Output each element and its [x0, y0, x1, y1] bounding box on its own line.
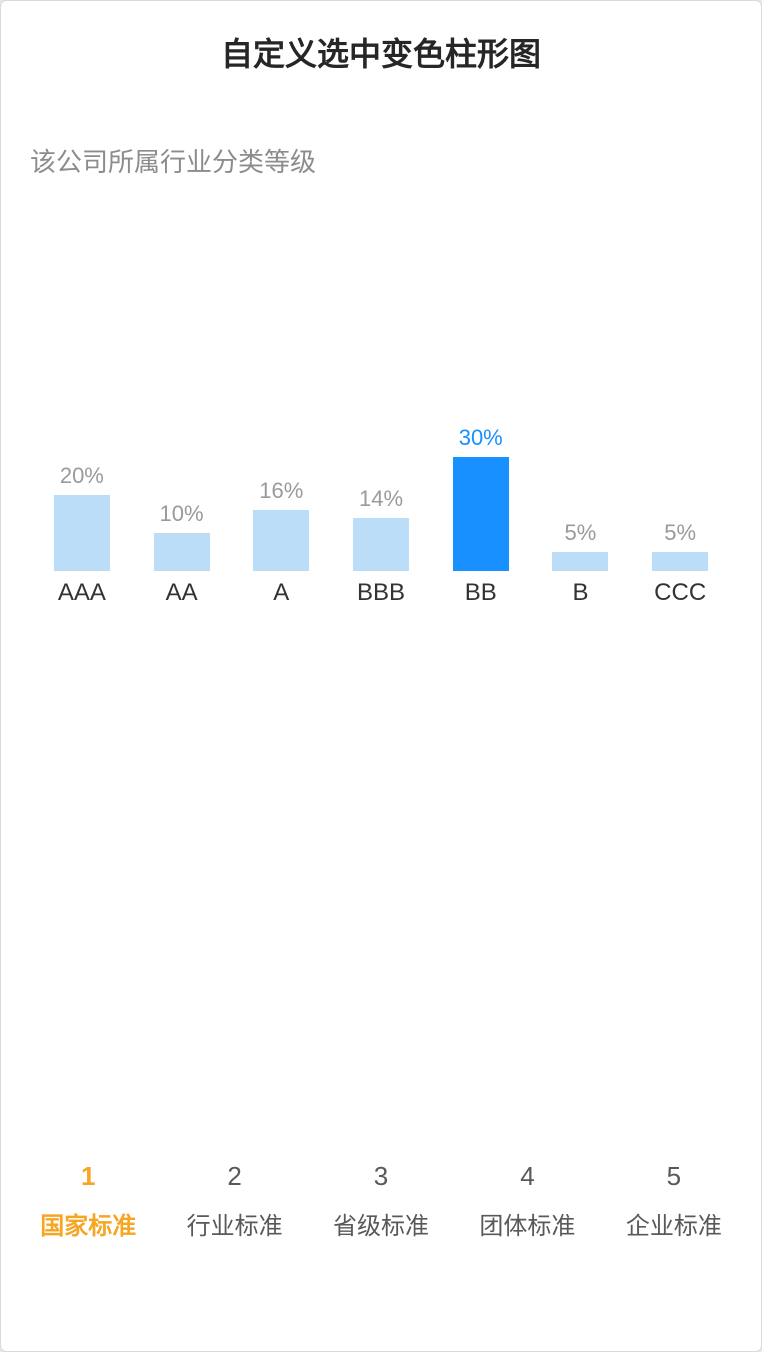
tab-label: 行业标准	[161, 1206, 307, 1241]
bar-rect	[353, 518, 409, 571]
chart-title: 该公司所属行业分类等级	[26, 120, 736, 189]
bar-category-label: AA	[166, 579, 198, 609]
bar-value-label: 20%	[60, 463, 104, 489]
device-frame: 自定义选中变色柱形图 该公司所属行业分类等级 20%AAA10%AA16%A14…	[0, 0, 762, 1352]
bar-value-label: 5%	[565, 520, 597, 546]
bar-BB[interactable]: 30% BB	[431, 189, 531, 609]
bar-value-label: 14%	[359, 486, 403, 512]
bar-category-label: BBB	[357, 579, 405, 609]
bar-rect	[253, 510, 309, 571]
tab-number: 1	[15, 1161, 161, 1192]
bar-rect	[453, 457, 509, 571]
tab-label: 国家标准	[15, 1206, 161, 1241]
bar-value-label: 16%	[259, 478, 303, 504]
tab-item-4[interactable]: 5 企业标准	[601, 1161, 747, 1241]
bar-rect	[154, 533, 210, 571]
tab-item-3[interactable]: 4 团体标准	[454, 1161, 600, 1241]
bar-rect	[652, 552, 708, 571]
bar-category-label: B	[572, 579, 588, 609]
bar-category-label: BB	[465, 579, 497, 609]
tab-label: 省级标准	[308, 1206, 454, 1241]
bar-rect	[54, 495, 110, 571]
tab-number: 4	[454, 1161, 600, 1192]
tab-item-0[interactable]: 1 国家标准	[15, 1161, 161, 1241]
bar-CCC[interactable]: 5% CCC	[630, 189, 730, 609]
tab-item-2[interactable]: 3 省级标准	[308, 1161, 454, 1241]
bar-value-label: 10%	[160, 501, 204, 527]
bar-BBB[interactable]: 14% BBB	[331, 189, 431, 609]
bar-AAA[interactable]: 20% AAA	[32, 189, 132, 609]
bar-B[interactable]: 5% B	[531, 189, 631, 609]
tab-item-1[interactable]: 2 行业标准	[161, 1161, 307, 1241]
tab-label: 企业标准	[601, 1206, 747, 1241]
bar-category-label: CCC	[654, 579, 706, 609]
bar-A[interactable]: 16% A	[231, 189, 331, 609]
tab-number: 3	[308, 1161, 454, 1192]
page-title: 自定义选中变色柱形图	[1, 1, 761, 95]
chart-plot-area: 20% AAA 10% AA 16% A 14% BBB 30% BB 5% B 5% CCC	[26, 189, 736, 609]
bar-category-label: AAA	[58, 579, 106, 609]
tab-number: 5	[601, 1161, 747, 1192]
tab-label: 团体标准	[454, 1206, 600, 1241]
bar-value-label: 5%	[664, 520, 696, 546]
tab-bar: 1 国家标准2 行业标准3 省级标准4 团体标准5 企业标准	[1, 1161, 761, 1241]
bar-value-label: 30%	[459, 425, 503, 451]
bar-rect	[552, 552, 608, 571]
bar-AA[interactable]: 10% AA	[132, 189, 232, 609]
chart-card: 该公司所属行业分类等级 20% AAA 10% AA 16% A 14% BBB 30% BB 5%…	[26, 120, 736, 609]
tab-number: 2	[161, 1161, 307, 1192]
bar-category-label: A	[273, 579, 289, 609]
